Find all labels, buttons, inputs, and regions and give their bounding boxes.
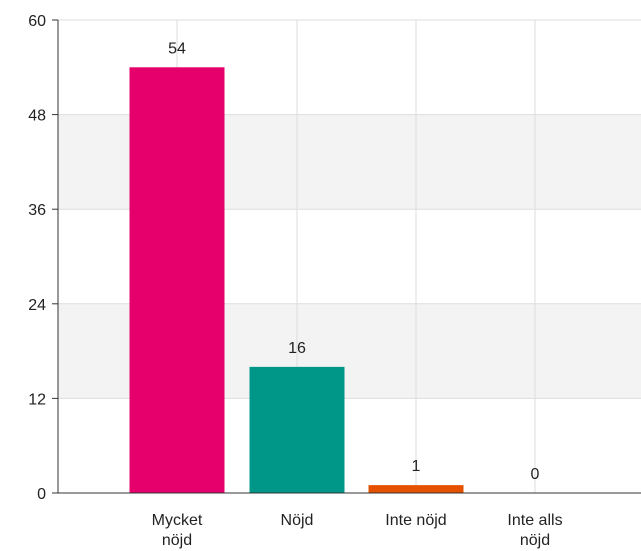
category-label-line: nöjd xyxy=(520,532,550,549)
category-label-line: Inte alls xyxy=(507,512,562,529)
vertical-gridlines xyxy=(176,20,536,493)
category-labels: Mycket nöjd Nöjd Inte nöjd Inte alls nöjd xyxy=(152,512,563,549)
category-label-line: Nöjd xyxy=(281,512,314,529)
y-tick-label: 48 xyxy=(28,108,46,125)
y-tick-label: 36 xyxy=(28,202,46,219)
category-label: Inte alls nöjd xyxy=(507,512,562,549)
category-label-line: nöjd xyxy=(162,532,192,549)
y-tick-label: 0 xyxy=(37,486,46,503)
data-label: 1 xyxy=(412,458,421,475)
y-tick-label: 12 xyxy=(28,391,46,408)
bar-2 xyxy=(368,485,464,493)
y-tick-label: 24 xyxy=(28,297,46,314)
bar-1 xyxy=(249,366,345,493)
axes xyxy=(57,20,641,494)
category-label-line: Mycket xyxy=(152,512,203,529)
y-axis-ticks: 0 12 24 36 48 60 xyxy=(28,13,58,503)
data-labels: 54 16 1 0 xyxy=(168,40,539,483)
data-label: 54 xyxy=(168,40,186,57)
category-label: Inte nöjd xyxy=(385,512,446,529)
category-label-line: Inte nöjd xyxy=(385,512,446,529)
y-tick-label: 60 xyxy=(28,13,46,30)
category-label: Nöjd xyxy=(281,512,314,529)
data-label: 0 xyxy=(531,466,540,483)
bars xyxy=(129,67,464,494)
data-label: 16 xyxy=(288,340,306,357)
category-label: Mycket nöjd xyxy=(152,512,203,549)
bar-0 xyxy=(129,67,225,494)
